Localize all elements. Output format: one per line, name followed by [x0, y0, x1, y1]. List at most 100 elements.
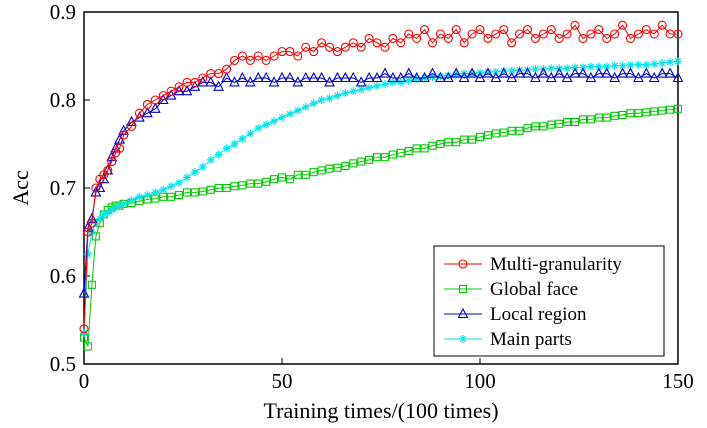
series-line-local-region	[83, 73, 679, 294]
data-point-multi-granularity	[142, 99, 152, 109]
legend-marker	[458, 284, 468, 294]
data-point-local-region	[553, 67, 565, 78]
data-point-main-parts	[293, 106, 302, 115]
data-point-multi-granularity	[261, 55, 271, 65]
data-point-multi-granularity	[253, 51, 263, 61]
data-point-local-region	[221, 71, 232, 83]
data-point-multi-granularity	[499, 25, 509, 35]
data-point-multi-granularity	[309, 47, 319, 57]
data-point-local-region	[284, 71, 296, 83]
data-point-global-face	[483, 131, 492, 140]
data-point-main-parts	[357, 85, 366, 94]
data-point-multi-granularity	[119, 130, 129, 140]
data-point-global-face	[270, 175, 279, 184]
data-point-global-face	[666, 105, 675, 114]
data-point-main-parts	[650, 59, 659, 68]
data-point-local-region	[371, 71, 383, 83]
legend-marker	[459, 335, 467, 343]
data-point-multi-granularity	[364, 33, 374, 43]
y-tick-label: 0.7	[50, 176, 76, 200]
data-point-multi-granularity	[190, 77, 200, 87]
data-point-local-region	[276, 71, 288, 83]
data-point-local-region	[569, 67, 581, 78]
data-point-local-region	[625, 67, 636, 78]
data-point-global-face	[333, 163, 342, 172]
data-point-multi-granularity	[530, 33, 540, 43]
data-point-local-region	[78, 287, 90, 298]
data-point-local-region	[252, 71, 264, 83]
data-point-main-parts	[341, 88, 350, 97]
data-point-local-region	[648, 71, 660, 83]
data-point-multi-granularity	[174, 82, 184, 92]
data-point-multi-granularity	[324, 42, 335, 52]
data-point-global-face	[262, 177, 271, 186]
data-point-multi-granularity	[107, 157, 117, 167]
data-point-multi-granularity	[245, 55, 255, 65]
data-point-global-face	[167, 192, 176, 201]
data-point-local-region	[490, 71, 502, 83]
data-point-global-face	[293, 170, 302, 179]
data-point-global-face	[420, 144, 429, 153]
data-point-main-parts	[182, 173, 191, 182]
data-point-multi-granularity	[451, 25, 461, 35]
data-point-multi-granularity	[420, 25, 430, 35]
data-point-local-region	[458, 71, 470, 83]
data-point-local-region	[308, 71, 320, 83]
data-point-multi-granularity	[237, 51, 247, 61]
data-point-global-face	[317, 166, 326, 175]
legend-label: Global face	[490, 279, 578, 300]
data-point-global-face	[539, 122, 548, 131]
data-point-multi-granularity	[301, 42, 311, 52]
data-point-local-region	[141, 107, 153, 118]
data-point-global-face	[83, 342, 93, 351]
data-point-local-region	[316, 71, 328, 83]
series-local-region	[78, 67, 684, 298]
data-point-local-region	[411, 71, 423, 83]
data-point-global-face	[388, 150, 397, 159]
data-point-local-region	[585, 71, 597, 83]
data-point-main-parts	[563, 64, 572, 73]
data-point-global-face	[594, 113, 603, 122]
data-point-global-face	[436, 139, 445, 149]
data-point-global-face	[190, 188, 199, 197]
data-point-local-region	[522, 67, 533, 78]
series-multi-granularity	[79, 20, 683, 334]
data-point-global-face	[357, 157, 366, 166]
data-point-global-face	[309, 168, 318, 177]
legend-item: Local region	[444, 304, 587, 325]
data-point-global-face	[570, 117, 580, 127]
series-global-face	[79, 104, 683, 351]
data-point-local-region	[244, 76, 256, 87]
data-point-local-region	[434, 71, 446, 83]
legend-item: Main parts	[444, 329, 572, 350]
data-point-main-parts	[206, 155, 215, 164]
data-point-main-parts	[167, 182, 176, 191]
legend-marker	[457, 307, 469, 319]
data-point-global-face	[301, 170, 310, 179]
data-point-local-region	[632, 71, 644, 83]
data-point-main-parts	[159, 185, 168, 194]
data-point-global-face	[452, 138, 461, 147]
data-point-main-parts	[349, 87, 358, 96]
x-tick-label: 100	[464, 369, 496, 393]
data-point-main-parts	[190, 168, 199, 177]
data-point-local-region	[213, 80, 225, 91]
legend-item: Global face	[444, 279, 578, 300]
data-point-local-region	[609, 71, 621, 83]
data-point-multi-granularity	[372, 38, 382, 48]
data-point-local-region	[339, 71, 351, 83]
series-line-global-face	[83, 108, 679, 347]
data-point-multi-granularity	[222, 64, 232, 74]
data-point-global-face	[254, 179, 263, 188]
data-point-local-region	[118, 124, 130, 135]
data-point-multi-granularity	[649, 29, 659, 39]
data-point-global-face	[499, 128, 508, 137]
data-point-local-region	[419, 71, 430, 83]
data-point-local-region	[379, 67, 391, 78]
data-point-multi-granularity	[507, 38, 517, 48]
data-point-multi-granularity	[332, 47, 342, 57]
data-point-main-parts	[238, 134, 247, 143]
data-point-local-region	[403, 67, 415, 78]
data-point-local-region	[387, 71, 399, 83]
